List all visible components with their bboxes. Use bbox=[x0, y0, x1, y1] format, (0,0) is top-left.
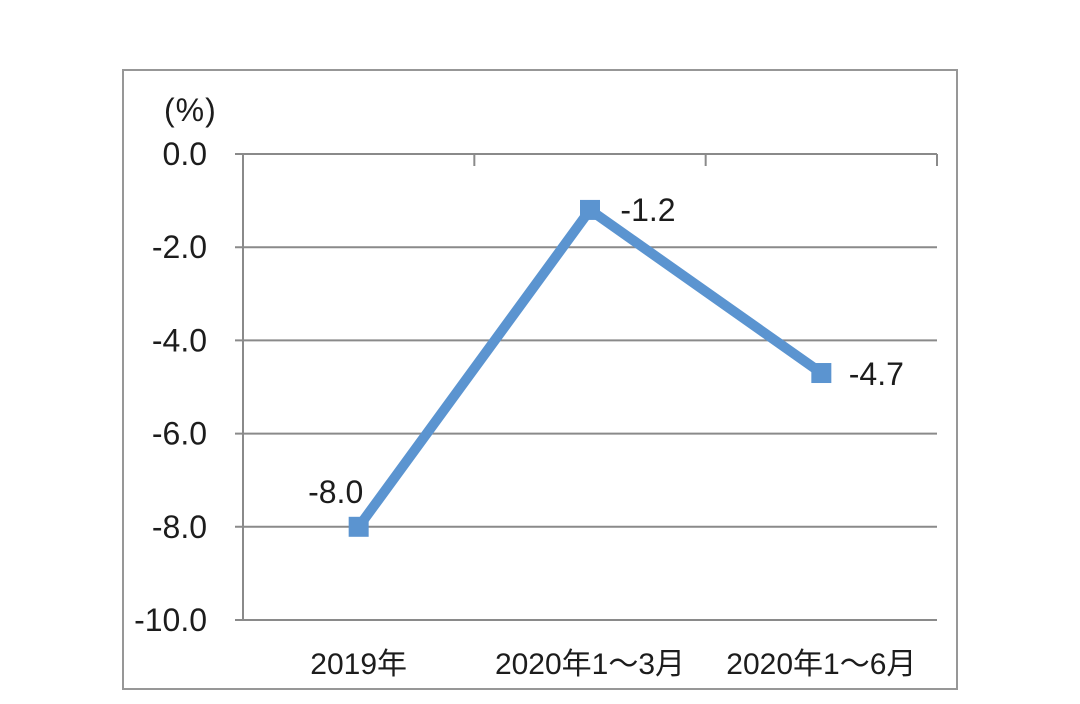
y-tick-label: -6.0 bbox=[152, 416, 207, 452]
y-tick-label: -4.0 bbox=[152, 322, 207, 358]
y-tick-label: -2.0 bbox=[152, 229, 207, 265]
data-point-label: -4.7 bbox=[849, 356, 904, 392]
x-category-label: 2020年1～6月 bbox=[726, 648, 916, 681]
data-point-marker bbox=[580, 199, 600, 220]
y-tick-label: 0.0 bbox=[163, 136, 207, 172]
data-point-marker bbox=[348, 516, 369, 537]
y-tick-label: -8.0 bbox=[152, 509, 207, 545]
data-point-marker bbox=[811, 363, 832, 384]
data-point-label: -1.2 bbox=[620, 192, 675, 228]
x-category-label: 2019年 bbox=[310, 648, 407, 681]
x-category-label: 2020年1～3月 bbox=[495, 648, 685, 681]
series-line bbox=[354, 202, 825, 530]
y-axis-unit-label: (%) bbox=[164, 92, 217, 128]
y-tick-label: -10.0 bbox=[134, 602, 207, 638]
data-point-label: -8.0 bbox=[308, 474, 363, 510]
